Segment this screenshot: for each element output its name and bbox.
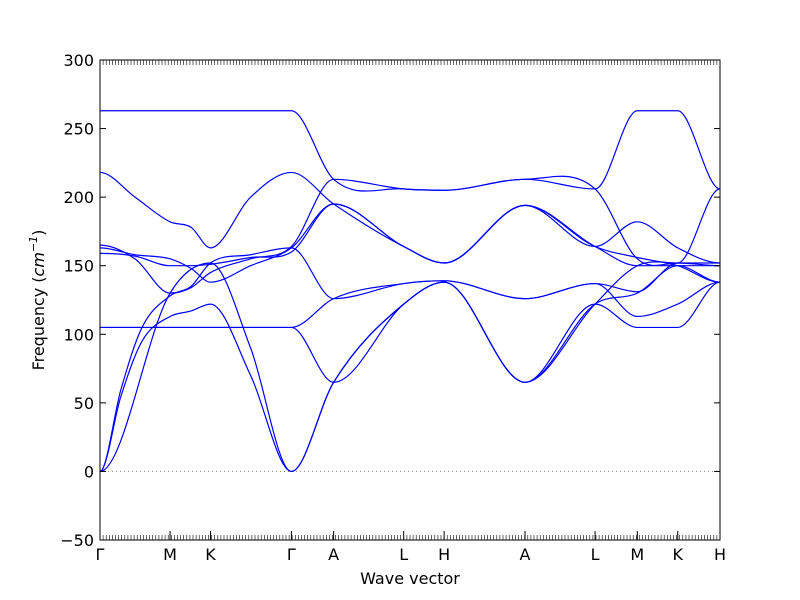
q-point-label: A bbox=[328, 545, 339, 564]
y-tick-labels: −50 0 50 100 150 200 250 300 bbox=[60, 51, 94, 550]
phonon-band-3 bbox=[100, 247, 720, 473]
q-point-label: Γ bbox=[96, 545, 105, 564]
y-tick-label: 300 bbox=[63, 51, 94, 70]
y-tick-label: 150 bbox=[63, 257, 94, 276]
q-point-label: H bbox=[438, 545, 450, 564]
q-point-label: K bbox=[205, 545, 216, 564]
q-point-label: M bbox=[630, 545, 644, 564]
q-point-label: H bbox=[714, 545, 726, 564]
y-tick-label: −50 bbox=[60, 531, 94, 550]
y-tick-label: 250 bbox=[63, 120, 94, 139]
phonon-band-9 bbox=[100, 171, 720, 267]
phonon-band-5 bbox=[100, 261, 720, 383]
q-point-label: Γ bbox=[287, 545, 296, 564]
phonon-bands bbox=[100, 110, 720, 473]
axis-ticks bbox=[99, 59, 721, 541]
phonon-band-10 bbox=[100, 110, 720, 266]
q-point-label: K bbox=[673, 545, 684, 564]
y-tick-label: 0 bbox=[84, 462, 94, 481]
y-axis-unit-base: cm bbox=[29, 252, 48, 276]
phonon-band-8 bbox=[100, 110, 720, 294]
q-point-label: L bbox=[591, 545, 600, 564]
y-axis-label-close-paren: ) bbox=[29, 230, 48, 236]
x-axis-label: Wave vector bbox=[360, 569, 460, 588]
plot-frame bbox=[99, 59, 721, 541]
phonon-band-2 bbox=[100, 281, 720, 473]
y-axis-label: Frequency (cm−1) bbox=[27, 230, 48, 371]
y-tick-label: 100 bbox=[63, 325, 94, 344]
y-tick-label: 200 bbox=[63, 188, 94, 207]
q-point-label: M bbox=[163, 545, 177, 564]
y-tick-label: 50 bbox=[74, 394, 94, 413]
phonon-band-7 bbox=[100, 203, 720, 283]
y-axis-label-text: Frequency bbox=[29, 288, 48, 371]
q-point-label: A bbox=[520, 545, 531, 564]
y-axis-unit-exponent: −1 bbox=[27, 236, 40, 252]
y-axis-label-open-paren: ( bbox=[29, 276, 48, 282]
q-point-label: L bbox=[399, 545, 408, 564]
